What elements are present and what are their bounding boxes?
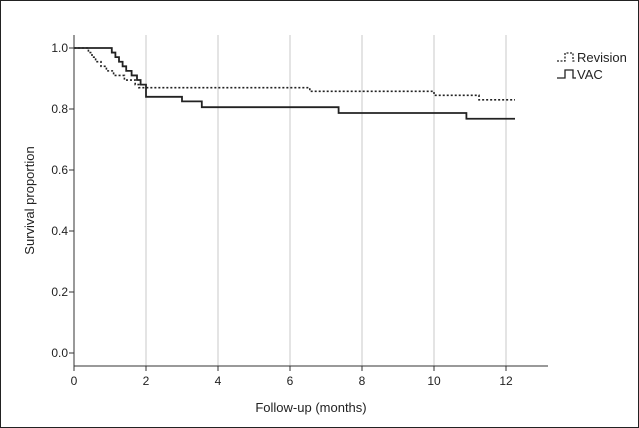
series-layer	[74, 47, 515, 120]
y-tick-label: 0.2	[51, 285, 68, 299]
x-tick-label: 8	[359, 374, 366, 388]
x-tick-label: 10	[427, 374, 441, 388]
grid-layer	[145, 35, 507, 366]
series-line-vac	[74, 47, 515, 120]
legend-swatch-revision	[557, 52, 576, 62]
legend: Revision VAC	[557, 50, 627, 82]
y-tick-label: 0.4	[51, 224, 68, 238]
ticks-layer: 0 2 4 6 8 10 12 0.0 0.2 0.4 0.6 0.8 1.0	[51, 41, 513, 388]
x-tick-label: 4	[215, 374, 222, 388]
y-axis-title: Survival proportion	[22, 146, 37, 254]
y-tick-label: 0.0	[51, 346, 68, 360]
legend-swatch-vac	[557, 69, 576, 79]
series-line-revision	[74, 47, 515, 101]
y-tick-label: 0.8	[51, 102, 68, 116]
x-tick-label: 12	[499, 374, 513, 388]
legend-label-vac: VAC	[577, 67, 603, 82]
x-tick-label: 2	[143, 374, 150, 388]
y-tick-label: 0.6	[51, 163, 68, 177]
axes-layer	[73, 35, 548, 367]
x-tick-label: 6	[287, 374, 294, 388]
legend-label-revision: Revision	[577, 50, 627, 65]
x-axis-title: Follow-up (months)	[255, 400, 366, 415]
x-tick-label: 0	[71, 374, 78, 388]
y-tick-label: 1.0	[51, 41, 68, 55]
